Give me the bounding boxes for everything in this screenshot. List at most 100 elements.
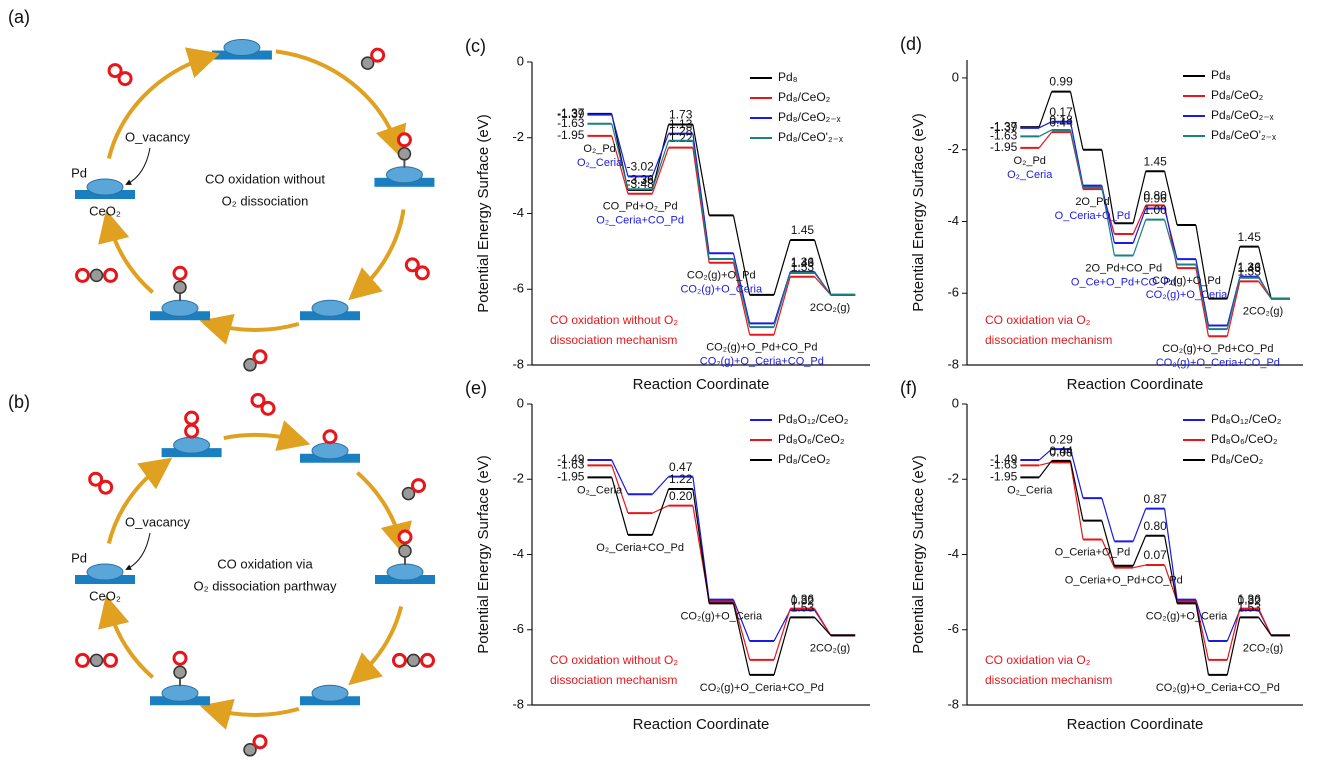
pd-particle: [385, 166, 423, 184]
carbon-atom: [243, 743, 257, 757]
state-label-alt: O₂_Ceria: [1007, 169, 1053, 181]
carbon-atom: [173, 665, 187, 679]
oxygen-atom: [419, 652, 435, 668]
connector: [692, 140, 710, 260]
state-label: CO₂(g)+O_Ceria+CO_Pd: [700, 682, 824, 694]
oxygen-atom: [396, 132, 412, 148]
connector: [1163, 208, 1178, 260]
energy-annotation: 0.96: [1143, 192, 1167, 206]
oxygen-atom: [107, 63, 123, 79]
cycle-arrow: [199, 313, 300, 345]
connector: [1258, 246, 1272, 299]
energy-annotation: 0.47: [669, 460, 693, 474]
y-tick-label: -2: [947, 141, 959, 156]
oxygen-atom: [370, 47, 386, 63]
pd-particle: [161, 684, 199, 702]
legend-label: Pd₈O₁₂/CeO₂: [778, 412, 849, 426]
state-label-alt: CO₂(g)+O_Ceria: [1146, 289, 1228, 301]
y-tick-label: 0: [517, 395, 524, 410]
connector: [773, 276, 791, 335]
connector: [1101, 539, 1115, 568]
mechanism-note: dissociation mechanism: [550, 333, 677, 347]
legend-label: Pd₈/CeO₂: [778, 452, 831, 466]
cycle-arrow: [348, 606, 404, 686]
pd-particle: [86, 178, 124, 196]
state-label: CO₂(g)+O_Ceria: [1146, 610, 1228, 622]
energy-annotation: -1.49: [557, 452, 585, 466]
energy-annotation: 1.45: [1143, 154, 1167, 168]
energy-annotation: -1.63: [557, 116, 585, 130]
legend-label: Pd₈/CeO'₂₋ₓ: [1211, 128, 1276, 142]
legend-label: Pd₈/CeO₂: [778, 90, 831, 104]
cycle-title: CO oxidation via: [217, 556, 313, 571]
y-tick-label: -4: [947, 213, 959, 228]
oxygen-atom: [172, 650, 188, 666]
pd-particle: [311, 684, 349, 702]
energy-annotation: -1.49: [990, 452, 1018, 466]
connector: [1226, 617, 1241, 676]
energy-annotation: 1.43: [1238, 261, 1262, 275]
energy-annotation: 0.82: [1238, 593, 1262, 607]
state-label: 2CO₂(g): [1243, 306, 1283, 318]
connector: [1163, 508, 1178, 600]
connector: [1132, 508, 1147, 542]
connector: [1069, 462, 1084, 540]
pd-particle: [386, 563, 424, 581]
energy-annotation: -1.63: [990, 129, 1018, 143]
energy-annotation: 0.82: [791, 593, 815, 607]
panel-label: (c): [465, 36, 486, 56]
connector: [1069, 460, 1084, 521]
connector: [611, 123, 629, 190]
energy-annotation: 1.36: [791, 255, 815, 269]
oxygen-atom: [322, 429, 338, 445]
x-axis-title: Reaction Coordinate: [633, 716, 770, 733]
energy-annotation: 1.53: [791, 601, 815, 615]
y-tick-label: -6: [947, 285, 959, 300]
metal-label: Pd: [71, 550, 87, 565]
state-label: CO_Pd+O₂_Pd: [603, 201, 678, 213]
legend-label: Pd₈/CeO₂: [1211, 452, 1264, 466]
connector: [692, 124, 710, 216]
x-axis-title: Reaction Coordinate: [1067, 716, 1204, 733]
cycle-title: O₂ dissociation: [222, 193, 309, 208]
connector: [1258, 277, 1272, 299]
pd-particle: [311, 442, 349, 460]
connector: [1132, 205, 1147, 235]
connector: [1163, 535, 1178, 604]
energy-annotation: 0.07: [1143, 548, 1167, 562]
energy-annotation: 1.36: [1238, 260, 1262, 274]
mechanism-note: CO oxidation via O₂: [985, 313, 1091, 327]
connector: [1101, 520, 1115, 566]
cycle-arrow: [98, 209, 155, 294]
metal-label: Pd: [71, 165, 87, 180]
energy-annotation: 0.18: [1049, 113, 1073, 127]
energy-annotation: -1.39: [990, 120, 1018, 134]
y-tick-label: -8: [512, 356, 524, 371]
state-label: CO₂(g)+O_Ceria+CO_Pd: [1156, 682, 1280, 694]
connector: [651, 147, 670, 195]
oxygen-atom: [172, 265, 188, 281]
state-label-alt: O₂_Ceria: [577, 157, 623, 169]
connector: [1226, 277, 1241, 330]
connector: [814, 272, 832, 296]
energy-annotation: 1.53: [1238, 601, 1262, 615]
state-label-alt: CO₂(g)+O_Ceria+CO_Pd: [1156, 357, 1280, 369]
energy-annotation: 0.29: [1049, 432, 1073, 446]
mechanism-note: CO oxidation via O₂: [985, 653, 1091, 667]
connector: [1132, 208, 1147, 244]
connector: [1133, 564, 1146, 569]
connector: [1069, 449, 1084, 499]
energy-annotation: 1.53: [1238, 265, 1262, 279]
state-label-alt: O_Ceria+O_Pd: [1055, 210, 1131, 222]
oxygen-atom: [103, 267, 119, 283]
connector: [773, 617, 791, 676]
energy-annotation: 1.13: [669, 117, 693, 131]
connector: [732, 601, 751, 661]
connector: [1226, 608, 1241, 660]
energy-annotation: 0.08: [1049, 445, 1073, 459]
y-tick-label: -6: [947, 621, 959, 636]
connector: [1101, 149, 1115, 224]
connector: [692, 133, 710, 254]
state-label-alt: O_Ce+O_Pd+CO_Pd: [1071, 276, 1177, 288]
connector: [1069, 91, 1084, 150]
